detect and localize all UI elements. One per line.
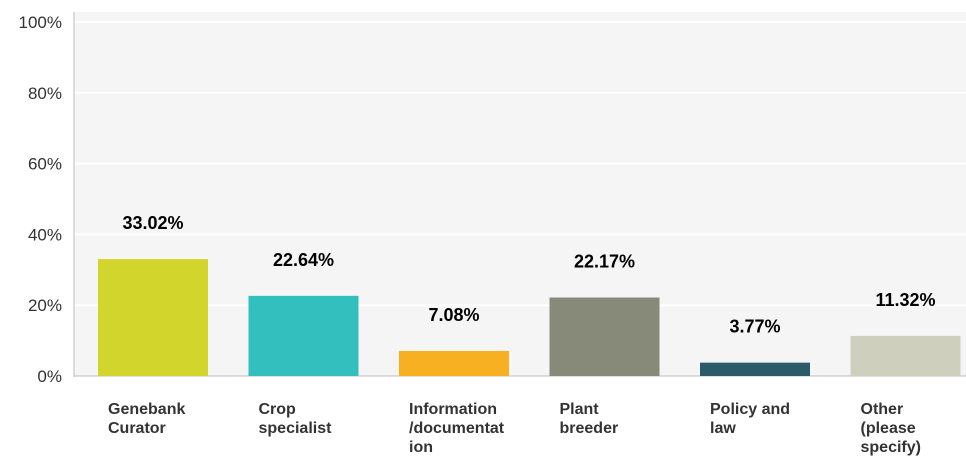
- bar: [850, 335, 961, 376]
- plot-area: [74, 12, 966, 376]
- bar: [549, 297, 660, 376]
- y-tick-label: 0%: [37, 367, 62, 386]
- value-label: 22.17%: [574, 252, 635, 272]
- category-label: Information /documentat ion: [409, 401, 505, 456]
- bar: [700, 362, 810, 376]
- value-label: 22.64%: [273, 250, 334, 270]
- value-label: 11.32%: [875, 290, 935, 310]
- bar: [98, 259, 208, 376]
- y-tick-label: 40%: [28, 225, 62, 244]
- bar: [248, 295, 359, 376]
- category-label: Crop specialist: [258, 401, 332, 437]
- bars: [98, 259, 961, 376]
- value-label: 3.77%: [729, 317, 780, 337]
- value-label: 7.08%: [428, 305, 479, 325]
- y-tick-label: 20%: [28, 296, 62, 315]
- bar: [399, 350, 509, 376]
- category-label: Other (please specify): [860, 401, 921, 456]
- value-label: 33.02%: [122, 213, 183, 233]
- y-axis-ticks: 0% 20% 40% 60% 80% 100%: [19, 13, 62, 386]
- category-label: Plant breeder: [559, 401, 619, 437]
- value-labels: 33.02% 22.64% 7.08% 22.17% 3.77% 11.32%: [122, 213, 935, 337]
- y-tick-label: 100%: [19, 13, 62, 32]
- gridlines: [74, 21, 966, 377]
- category-label: Genebank Curator: [108, 401, 186, 437]
- y-tick-label: 80%: [28, 84, 62, 103]
- category-label: Policy and law: [710, 401, 791, 437]
- y-tick-label: 60%: [28, 155, 62, 174]
